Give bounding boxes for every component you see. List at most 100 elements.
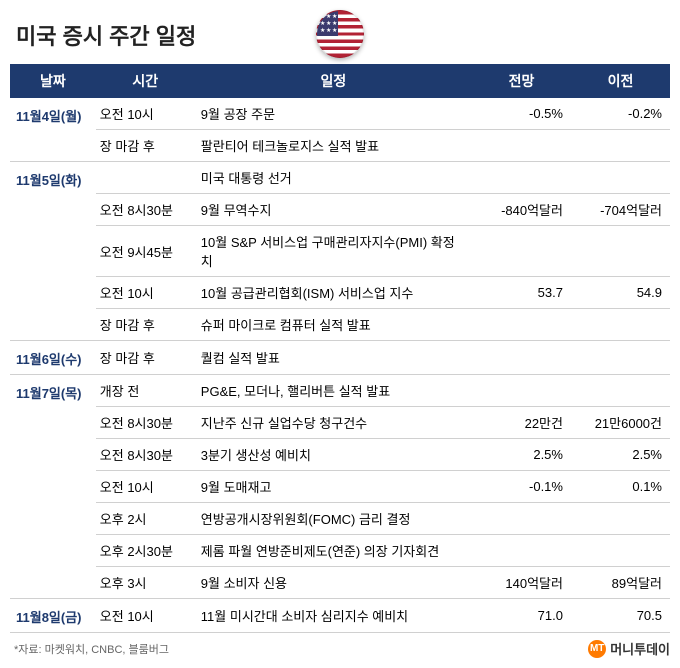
- col-date: 날짜: [10, 64, 96, 98]
- table-row: 오전 8시30분9월 무역수지-840억달러-704억달러: [10, 194, 670, 226]
- event-cell: 10월 S&P 서비스업 구매관리자지수(PMI) 확정치: [195, 226, 472, 277]
- previous-cell: 70.5: [571, 599, 670, 633]
- event-cell: 슈퍼 마이크로 컴퓨터 실적 발표: [195, 309, 472, 341]
- brand-icon: MT: [588, 640, 606, 658]
- table-row: 오전 8시30분지난주 신규 실업수당 청구건수22만건21만6000건: [10, 407, 670, 439]
- table-row: 오전 9시45분10월 S&P 서비스업 구매관리자지수(PMI) 확정치: [10, 226, 670, 277]
- time-cell: 개장 전: [96, 375, 195, 407]
- time-cell: 장 마감 후: [96, 130, 195, 162]
- table-row: 오전 8시30분3분기 생산성 예비치2.5%2.5%: [10, 439, 670, 471]
- col-time: 시간: [96, 64, 195, 98]
- time-cell: 오전 8시30분: [96, 439, 195, 471]
- us-flag-icon: [316, 10, 364, 58]
- previous-cell: [571, 226, 670, 277]
- table-row: 11월7일(목)개장 전PG&E, 모더나, 핼리버튼 실적 발표: [10, 375, 670, 407]
- event-cell: 9월 무역수지: [195, 194, 472, 226]
- previous-cell: [571, 535, 670, 567]
- brand: MT 머니투데이: [588, 639, 670, 658]
- forecast-cell: -840억달러: [472, 194, 571, 226]
- time-cell: 오후 2시: [96, 503, 195, 535]
- schedule-table: 날짜 시간 일정 전망 이전 11월4일(월)오전 10시9월 공장 주문-0.…: [10, 64, 670, 633]
- time-cell: [96, 162, 195, 194]
- time-cell: 오전 10시: [96, 98, 195, 130]
- event-cell: 3분기 생산성 예비치: [195, 439, 472, 471]
- time-cell: 오전 8시30분: [96, 194, 195, 226]
- previous-cell: [571, 341, 670, 375]
- table-row: 오전 10시10월 공급관리협회(ISM) 서비스업 지수53.754.9: [10, 277, 670, 309]
- forecast-cell: [472, 130, 571, 162]
- event-cell: 지난주 신규 실업수당 청구건수: [195, 407, 472, 439]
- previous-cell: [571, 309, 670, 341]
- table-row: 11월8일(금)오전 10시11월 미시간대 소비자 심리지수 예비치71.07…: [10, 599, 670, 633]
- table-row: 오후 2시30분제롬 파월 연방준비제도(연준) 의장 기자회견: [10, 535, 670, 567]
- table-row: 장 마감 후팔란티어 테크놀로지스 실적 발표: [10, 130, 670, 162]
- time-cell: 오전 8시30분: [96, 407, 195, 439]
- source-text: *자료: 마켓워치, CNBC, 블룸버그: [10, 641, 169, 657]
- forecast-cell: 140억달러: [472, 567, 571, 599]
- col-forecast: 전망: [472, 64, 571, 98]
- header-row: 미국 증시 주간 일정: [10, 10, 670, 60]
- event-cell: 11월 미시간대 소비자 심리지수 예비치: [195, 599, 472, 633]
- time-cell: 오전 10시: [96, 471, 195, 503]
- forecast-cell: [472, 535, 571, 567]
- forecast-cell: 2.5%: [472, 439, 571, 471]
- previous-cell: 89억달러: [571, 567, 670, 599]
- table-row: 11월5일(화)미국 대통령 선거: [10, 162, 670, 194]
- forecast-cell: 22만건: [472, 407, 571, 439]
- previous-cell: -704억달러: [571, 194, 670, 226]
- col-previous: 이전: [571, 64, 670, 98]
- time-cell: 오후 3시: [96, 567, 195, 599]
- table-row: 장 마감 후슈퍼 마이크로 컴퓨터 실적 발표: [10, 309, 670, 341]
- event-cell: PG&E, 모더나, 핼리버튼 실적 발표: [195, 375, 472, 407]
- table-row: 11월4일(월)오전 10시9월 공장 주문-0.5%-0.2%: [10, 98, 670, 130]
- time-cell: 장 마감 후: [96, 309, 195, 341]
- col-event: 일정: [195, 64, 472, 98]
- previous-cell: [571, 130, 670, 162]
- forecast-cell: [472, 503, 571, 535]
- date-cell: 11월5일(화): [10, 162, 96, 341]
- date-cell: 11월6일(수): [10, 341, 96, 375]
- previous-cell: 2.5%: [571, 439, 670, 471]
- previous-cell: -0.2%: [571, 98, 670, 130]
- brand-name: 머니투데이: [610, 639, 670, 658]
- date-cell: 11월8일(금): [10, 599, 96, 633]
- event-cell: 팔란티어 테크놀로지스 실적 발표: [195, 130, 472, 162]
- previous-cell: 54.9: [571, 277, 670, 309]
- date-cell: 11월4일(월): [10, 98, 96, 162]
- time-cell: 장 마감 후: [96, 341, 195, 375]
- time-cell: 오후 2시30분: [96, 535, 195, 567]
- date-cell: 11월7일(목): [10, 375, 96, 599]
- table-row: 11월6일(수)장 마감 후퀄컴 실적 발표: [10, 341, 670, 375]
- footer-row: *자료: 마켓워치, CNBC, 블룸버그 MT 머니투데이: [10, 633, 670, 658]
- previous-cell: [571, 375, 670, 407]
- forecast-cell: [472, 341, 571, 375]
- page-title: 미국 증시 주간 일정: [10, 19, 196, 51]
- forecast-cell: [472, 309, 571, 341]
- event-cell: 미국 대통령 선거: [195, 162, 472, 194]
- previous-cell: [571, 503, 670, 535]
- event-cell: 9월 도매재고: [195, 471, 472, 503]
- table-row: 오후 2시연방공개시장위원회(FOMC) 금리 결정: [10, 503, 670, 535]
- forecast-cell: 71.0: [472, 599, 571, 633]
- table-body: 11월4일(월)오전 10시9월 공장 주문-0.5%-0.2%장 마감 후팔란…: [10, 98, 670, 633]
- event-cell: 9월 소비자 신용: [195, 567, 472, 599]
- event-cell: 9월 공장 주문: [195, 98, 472, 130]
- previous-cell: 0.1%: [571, 471, 670, 503]
- previous-cell: 21만6000건: [571, 407, 670, 439]
- time-cell: 오전 10시: [96, 599, 195, 633]
- event-cell: 제롬 파월 연방준비제도(연준) 의장 기자회견: [195, 535, 472, 567]
- event-cell: 10월 공급관리협회(ISM) 서비스업 지수: [195, 277, 472, 309]
- event-cell: 연방공개시장위원회(FOMC) 금리 결정: [195, 503, 472, 535]
- time-cell: 오전 10시: [96, 277, 195, 309]
- forecast-cell: -0.1%: [472, 471, 571, 503]
- table-row: 오후 3시9월 소비자 신용140억달러89억달러: [10, 567, 670, 599]
- table-row: 오전 10시9월 도매재고-0.1%0.1%: [10, 471, 670, 503]
- time-cell: 오전 9시45분: [96, 226, 195, 277]
- forecast-cell: [472, 162, 571, 194]
- previous-cell: [571, 162, 670, 194]
- forecast-cell: [472, 226, 571, 277]
- event-cell: 퀄컴 실적 발표: [195, 341, 472, 375]
- forecast-cell: 53.7: [472, 277, 571, 309]
- table-header-row: 날짜 시간 일정 전망 이전: [10, 64, 670, 98]
- forecast-cell: -0.5%: [472, 98, 571, 130]
